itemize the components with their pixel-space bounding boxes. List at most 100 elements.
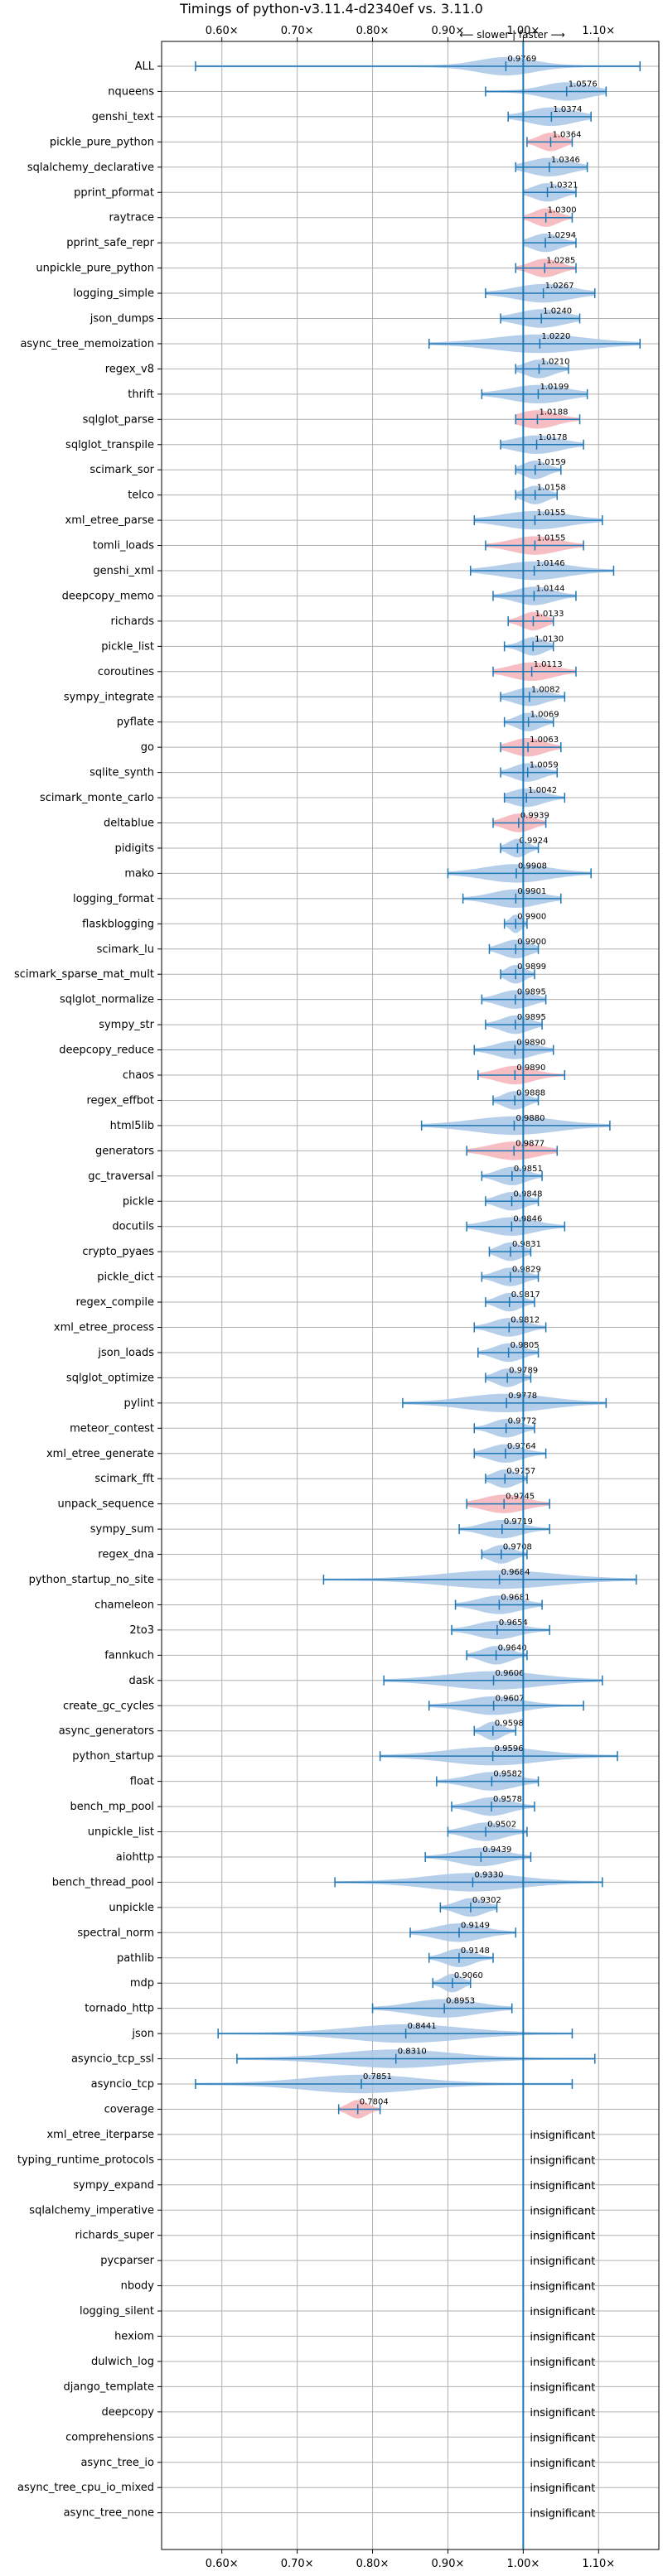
mean-value-label: 0.9719 xyxy=(504,1517,533,1527)
benchmark-label: generators xyxy=(95,1145,154,1157)
mean-value-label: 0.9939 xyxy=(520,812,549,821)
mean-value-label: 0.9598 xyxy=(495,1720,524,1729)
benchmark-label: sqlglot_normalize xyxy=(60,994,154,1006)
benchmark-label: unpickle_pure_python xyxy=(36,263,154,275)
benchmark-label: pidigits xyxy=(115,842,155,855)
mean-value-label: 0.9640 xyxy=(498,1643,527,1652)
insignificant-label: insignificant xyxy=(530,2281,595,2294)
mean-value-label: 0.9851 xyxy=(514,1165,543,1174)
benchmark-label: pprint_safe_repr xyxy=(66,237,154,249)
mean-value-label: 1.0285 xyxy=(546,257,575,266)
benchmark-label: genshi_xml xyxy=(93,565,154,577)
mean-value-label: 1.0210 xyxy=(540,357,569,366)
benchmark-label: sqlglot_parse xyxy=(83,413,154,426)
benchmark-label: logging_silent xyxy=(80,2305,154,2318)
direction-label: ⟵ slower | faster ⟶ xyxy=(459,29,565,41)
benchmark-label: pickle_pure_python xyxy=(50,136,154,148)
mean-value-label: 0.9831 xyxy=(512,1240,541,1249)
mean-value-label: 0.9149 xyxy=(461,1921,490,1930)
mean-value-label: 0.9502 xyxy=(487,1821,516,1830)
benchmark-label: logging_simple xyxy=(73,287,154,300)
mean-value-label: 0.9846 xyxy=(513,1215,542,1224)
benchmark-label: typing_runtime_protocols xyxy=(17,2154,154,2166)
x-tick-label-bottom: 1.00× xyxy=(506,2558,540,2570)
mean-value-label: 1.0113 xyxy=(534,660,563,669)
mean-value-label: 1.0374 xyxy=(553,105,582,114)
mean-value-label: 0.9769 xyxy=(507,55,536,64)
mean-value-label: 0.9684 xyxy=(501,1568,530,1577)
mean-value-label: 1.0063 xyxy=(530,736,559,745)
mean-value-label: 0.9772 xyxy=(508,1416,537,1425)
mean-value-label: 0.9578 xyxy=(493,1795,522,1804)
benchmark-label: json_dumps xyxy=(90,313,154,326)
benchmark-label: pickle xyxy=(123,1195,154,1208)
benchmark-label: html5lib xyxy=(110,1120,154,1132)
grid xyxy=(162,41,659,2549)
benchmark-label: richards_super xyxy=(75,2230,154,2242)
benchmark-label: tomli_loads xyxy=(93,540,154,552)
plot-frame xyxy=(161,41,660,2550)
benchmark-label: xml_etree_parse xyxy=(65,514,154,527)
mean-value-label: 1.0146 xyxy=(536,559,565,568)
benchmark-label: chameleon xyxy=(94,1599,154,1611)
mean-value-label: 0.9890 xyxy=(516,1039,545,1048)
insignificant-label: insignificant xyxy=(530,2508,595,2521)
x-tick-label-top: 1.10× xyxy=(582,25,615,37)
mean-value-label: 1.0158 xyxy=(537,484,566,493)
benchmark-label: django_template xyxy=(64,2381,154,2393)
benchmark-label: aiohttp xyxy=(116,1851,154,1864)
mean-value-label: 1.0178 xyxy=(539,433,568,442)
benchmark-label: sqlglot_transpile xyxy=(65,439,154,451)
benchmark-label: scimark_monte_carlo xyxy=(40,792,154,804)
mean-value-label: 1.0300 xyxy=(548,206,577,215)
benchmark-label: nbody xyxy=(121,2280,155,2293)
mean-value-label: 1.0267 xyxy=(545,282,574,291)
benchmark-label: python_startup xyxy=(72,1750,154,1763)
benchmark-label: pycparser xyxy=(100,2255,154,2267)
benchmark-label: deepcopy_memo xyxy=(62,590,154,602)
benchmark-label: json_loads xyxy=(97,1347,154,1359)
benchmark-label: thrift xyxy=(128,388,154,401)
mean-value-label: 1.0059 xyxy=(530,761,559,770)
benchmark-label: unpickle_list xyxy=(88,1826,154,1839)
benchmark-label: async_tree_memoization xyxy=(20,338,154,350)
mean-value-label: 0.9900 xyxy=(517,912,546,921)
benchmark-label: async_generators xyxy=(59,1725,155,1738)
benchmark-label: telco xyxy=(128,490,154,502)
insignificant-label: insignificant xyxy=(530,2357,595,2369)
mean-value-label: 0.8310 xyxy=(398,2048,427,2057)
mean-value-label: 0.9330 xyxy=(474,1870,503,1879)
benchmark-label: xml_etree_iterparse xyxy=(46,2129,154,2141)
mean-value-label: 0.9607 xyxy=(496,1694,525,1703)
benchmark-label: sympy_str xyxy=(99,1019,154,1031)
insignificant-label: insignificant xyxy=(530,2255,595,2268)
mean-value-label: 1.0576 xyxy=(569,80,598,89)
mean-value-label: 0.9880 xyxy=(515,1114,544,1123)
mean-value-label: 1.0069 xyxy=(530,711,559,720)
x-tick-label-top: 0.90× xyxy=(432,25,465,37)
mean-value-label: 1.0082 xyxy=(531,685,560,694)
mean-value-label: 0.9895 xyxy=(517,1013,546,1022)
benchmark-label: comprehensions xyxy=(65,2431,154,2443)
benchmark-label: deepcopy xyxy=(101,2406,154,2419)
benchmark-label: async_tree_io xyxy=(80,2457,154,2469)
mean-value-label: 0.9877 xyxy=(515,1139,544,1148)
x-tick-label-bottom: 1.10× xyxy=(582,2558,615,2570)
benchmark-label: scimark_lu xyxy=(97,943,154,956)
benchmark-label: sqlalchemy_declarative xyxy=(27,162,154,174)
axes: 0.60× 0.60× 0.70× 0.70× 0.80× 0.80× 0.90× 0.90×… xyxy=(157,25,660,2570)
mean-value-label: 1.0155 xyxy=(536,509,565,518)
mean-value-label: 0.9148 xyxy=(461,1946,490,1956)
benchmark-label: unpack_sequence xyxy=(57,1498,154,1511)
benchmark-label: mako xyxy=(124,867,154,880)
mean-value-label: 0.9745 xyxy=(506,1493,535,1502)
mean-value-label: 0.9895 xyxy=(517,988,546,997)
benchmark-label: json xyxy=(131,2028,154,2040)
insignificant-label: insignificant xyxy=(530,2381,595,2394)
x-tick-label-bottom: 0.60× xyxy=(206,2558,239,2570)
benchmark-label: async_tree_none xyxy=(64,2507,154,2520)
benchmark-label: tornado_http xyxy=(85,2003,154,2015)
mean-value-label: 1.0199 xyxy=(540,383,569,392)
benchmark-label: logging_format xyxy=(73,893,154,905)
